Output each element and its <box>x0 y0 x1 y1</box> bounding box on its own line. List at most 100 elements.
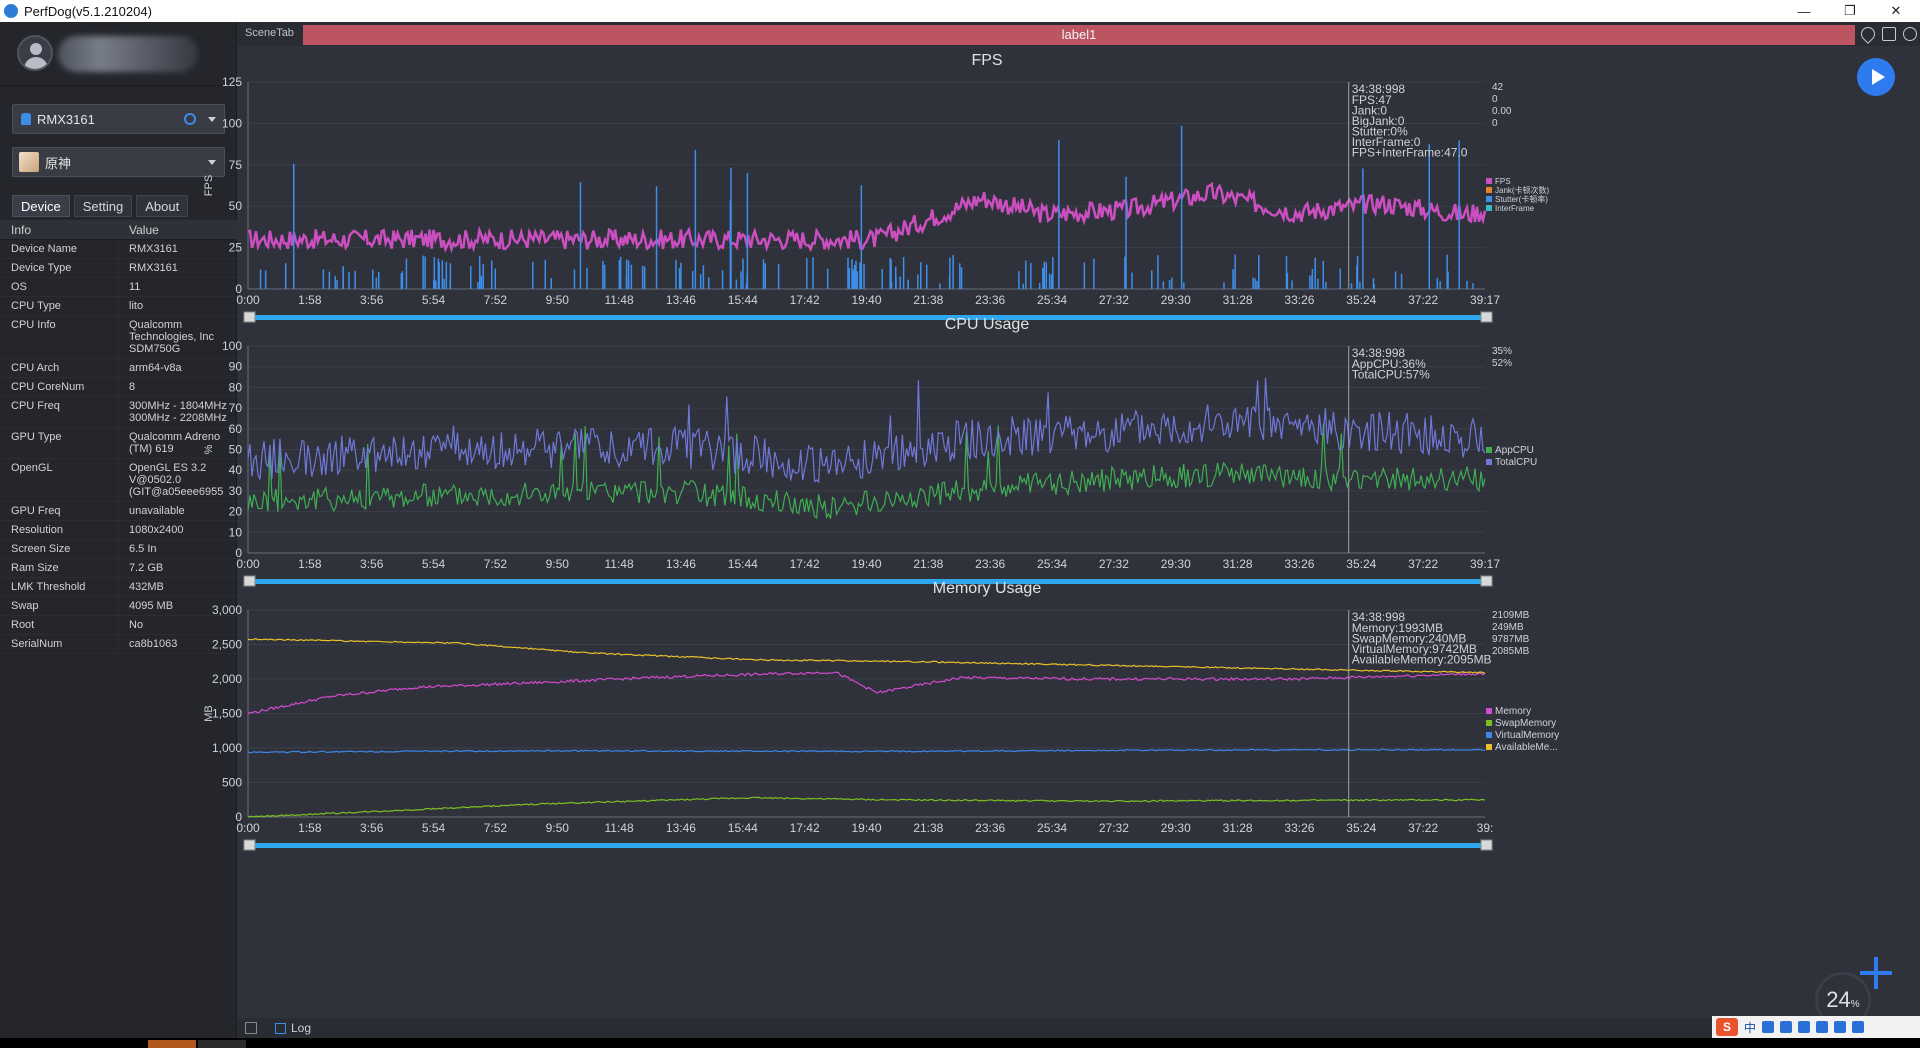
table-row: CPU Freq 300MHz - 1804MHz 300MHz - 2208MH… <box>0 397 237 428</box>
table-row: GPU Type Qualcomm Adreno (TM) 619 <box>0 428 237 459</box>
device-selector[interactable]: RMX3161 <box>12 104 225 134</box>
x-tick-label: 31:28 <box>1223 821 1253 835</box>
memory-chart[interactable]: 0 500 1,000 1,500 2,000 2,500 3,000 MB 0:00 1:58 3… <box>203 602 1920 862</box>
menu-icon[interactable] <box>1852 1021 1865 1033</box>
info-value: 6.5 In <box>129 543 157 555</box>
log-checkbox[interactable] <box>275 1023 286 1034</box>
tab-device[interactable]: Device <box>12 195 70 217</box>
microphone-icon[interactable] <box>1798 1021 1811 1033</box>
window-title: PerfDog(v5.1.210204) <box>24 3 152 19</box>
x-tick-label: 35:24 <box>1346 293 1376 307</box>
tab-about[interactable]: About <box>136 195 189 217</box>
range-handle-left <box>243 311 256 323</box>
play-button[interactable] <box>1857 58 1895 96</box>
x-tick-label: 17:42 <box>790 557 820 571</box>
scene-tab-label[interactable]: SceneTab <box>245 27 294 39</box>
info-key: OpenGL <box>0 459 119 501</box>
fps-chart[interactable]: 0 25 50 75 100 125 FPS 0:00 1:58 3:56 5:54 7:52 9:50… <box>203 74 1920 334</box>
ime-label[interactable]: 中 <box>1744 1020 1757 1035</box>
taskbar-app[interactable] <box>198 1040 246 1048</box>
device-selector-label: RMX3161 <box>37 111 95 127</box>
series-line <box>247 671 1486 715</box>
y-tick-label: 2,000 <box>212 672 242 686</box>
taskbar-app-active[interactable] <box>148 1040 196 1048</box>
avatar[interactable] <box>17 35 53 71</box>
location-icon[interactable] <box>1858 24 1878 44</box>
info-key: Screen Size <box>0 540 119 558</box>
info-value: unavailable <box>129 505 185 517</box>
cursor-readout: AppCPU:36% <box>1352 357 1426 371</box>
info-value: arm64-v8a <box>129 362 182 374</box>
y-tick-label: 3,000 <box>212 603 242 617</box>
minimize-icon[interactable]: — <box>1797 3 1811 19</box>
app-selector-label: 原神 <box>45 155 72 171</box>
x-tick-label: 3:56 <box>360 821 384 835</box>
wifi-link-icon[interactable] <box>181 110 199 128</box>
restore-icon[interactable]: ❐ <box>1844 3 1856 18</box>
x-tick-label: 23:36 <box>975 557 1005 571</box>
folder-icon[interactable] <box>1882 27 1896 41</box>
table-row: Ram Size 7.2 GB <box>0 559 237 578</box>
x-tick-label: 35:24 <box>1346 821 1376 835</box>
y-tick-label: 0 <box>235 282 242 296</box>
tab-setting[interactable]: Setting <box>73 195 133 217</box>
table-row: CPU Info Qualcomm Technologies, Inc SDM75… <box>0 316 237 359</box>
x-tick-label: 25:34 <box>1037 821 1067 835</box>
x-tick-label: 3:56 <box>360 557 384 571</box>
x-tick-label: 27:32 <box>1099 821 1129 835</box>
info-value: Qualcomm Adreno (TM) 619 <box>129 431 221 455</box>
label-bar[interactable]: label1 <box>303 25 1855 45</box>
cursor-readout: Jank:0 <box>1352 104 1388 118</box>
cursor-readout: TotalCPU:57% <box>1352 368 1430 382</box>
y-tick-label: 0 <box>235 546 242 560</box>
memory-chart-title: Memory Usage <box>932 580 1042 597</box>
app-selector[interactable]: 原神 <box>12 147 225 177</box>
current-value: 249MB <box>1492 622 1524 633</box>
cursor-readout: AvailableMemory:2095MB <box>1352 653 1492 667</box>
current-value: 9787MB <box>1492 634 1530 645</box>
add-icon[interactable] <box>1858 955 1894 991</box>
cpu-chart-title: CPU Usage <box>944 316 1030 333</box>
x-tick-label: 5:54 <box>422 293 446 307</box>
log-label: Log <box>291 1021 312 1035</box>
x-tick-label: 9:50 <box>546 821 570 835</box>
skin-icon[interactable] <box>1834 1021 1847 1033</box>
cursor-readout: FPS+InterFrame:47.0 <box>1352 146 1468 160</box>
taskbar <box>0 1038 1920 1048</box>
close-icon[interactable]: ✕ <box>1890 3 1902 18</box>
header-value: Value <box>129 223 159 237</box>
x-tick-label: 33:26 <box>1284 293 1314 307</box>
info-key: CPU Info <box>0 316 119 358</box>
collapse-icon[interactable] <box>245 1022 257 1034</box>
legend-label: Jank(卡顿次数) <box>1495 185 1550 195</box>
x-tick-label: 31:28 <box>1223 557 1253 571</box>
keyboard-icon[interactable] <box>1816 1021 1829 1033</box>
y-tick-label: 0 <box>235 810 242 824</box>
range-slider-track <box>248 843 1485 848</box>
range-handle-right <box>1480 575 1493 587</box>
y-tick-label: 60 <box>229 422 243 436</box>
punctuation-icon[interactable] <box>1762 1021 1775 1033</box>
sogou-icon[interactable]: S <box>1716 1018 1738 1036</box>
y-axis-label: MB <box>203 705 215 722</box>
x-tick-label: 13:46 <box>666 821 696 835</box>
x-tick-label: 19:40 <box>851 293 881 307</box>
current-value: 35% <box>1492 346 1512 357</box>
cpu-chart[interactable]: 0 10 20 30 40 50 60 70 80 90 100% 0:00 1:58 3:56 5:54 7… <box>203 338 1920 598</box>
x-tick-label: 3:56 <box>360 293 384 307</box>
x-tick-label: 37:22 <box>1408 293 1438 307</box>
cloud-icon[interactable] <box>1903 27 1917 41</box>
legend-swatch <box>1486 187 1492 193</box>
x-tick-label: 15:44 <box>728 557 758 571</box>
legend-label: AvailableMe... <box>1495 742 1558 753</box>
x-tick-label: 21:38 <box>913 293 943 307</box>
app-icon <box>4 4 18 18</box>
current-value: 2085MB <box>1492 646 1530 657</box>
current-value: 52% <box>1492 358 1512 369</box>
info-key: Device Type <box>0 259 119 277</box>
table-row: Resolution 1080x2400 <box>0 521 237 540</box>
y-axis-label: FPS <box>203 175 215 196</box>
x-tick-label: 9:50 <box>546 557 570 571</box>
emoji-icon[interactable] <box>1780 1021 1793 1033</box>
table-row: CPU CoreNum 8 <box>0 378 237 397</box>
